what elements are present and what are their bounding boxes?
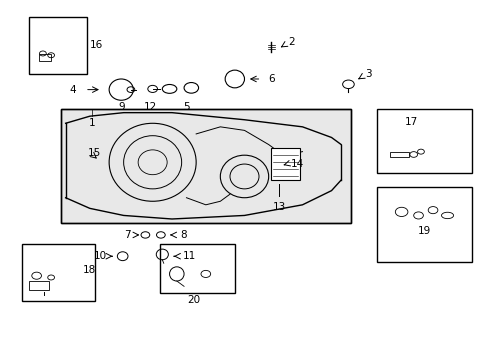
Text: 18: 18	[82, 265, 96, 275]
Bar	[270, 148, 300, 180]
Bar	[22, 244, 95, 301]
Text: 9: 9	[118, 102, 124, 112]
Text: 8: 8	[180, 230, 187, 240]
Bar	[160, 244, 234, 293]
Bar	[377, 187, 471, 261]
Text: 15: 15	[87, 148, 101, 158]
Bar	[377, 109, 471, 173]
Text: 3: 3	[365, 69, 371, 79]
Text: 2: 2	[287, 37, 294, 47]
Bar	[29, 17, 87, 74]
Bar	[39, 54, 51, 61]
Text: 19: 19	[417, 226, 430, 236]
Text: 13: 13	[272, 202, 285, 212]
Text: 4: 4	[69, 85, 76, 95]
Bar	[389, 152, 408, 157]
Bar	[61, 109, 350, 222]
Text: 20: 20	[187, 295, 200, 305]
Text: 6: 6	[267, 74, 274, 84]
Bar	[61, 109, 350, 222]
Text: 16: 16	[90, 40, 103, 50]
Text: 1: 1	[89, 118, 95, 128]
Text: 5: 5	[183, 102, 189, 112]
Text: 14: 14	[290, 159, 303, 169]
Text: 11: 11	[183, 251, 196, 261]
Text: 10: 10	[93, 251, 106, 261]
Bar	[29, 281, 49, 290]
Text: 7: 7	[124, 230, 131, 240]
Text: 17: 17	[404, 117, 417, 127]
Text: 12: 12	[143, 102, 157, 112]
